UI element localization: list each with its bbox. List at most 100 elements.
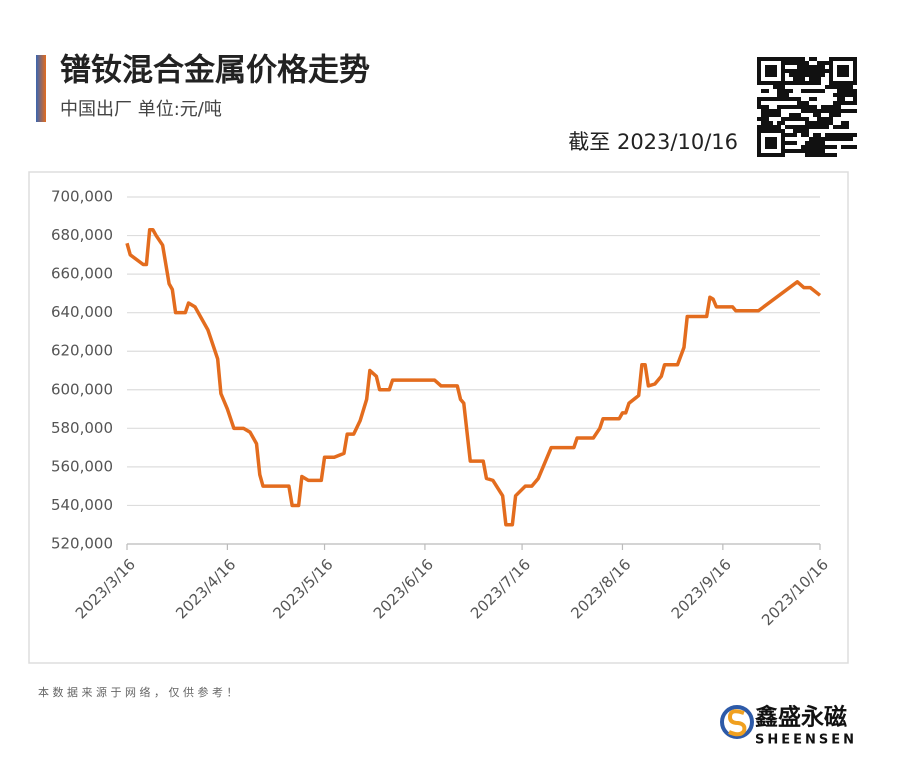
qr-cell [829,117,833,121]
qr-cell [805,121,809,125]
qr-cell [781,81,785,85]
qr-cell [765,73,769,77]
qr-cell [805,129,809,133]
qr-cell [761,117,765,121]
qr-cell [853,81,857,85]
qr-cell [837,105,841,109]
qr-cell [793,57,797,61]
qr-cell [809,125,813,129]
qr-cell [801,117,805,121]
qr-cell [797,69,801,73]
x-tick-label: 2023/7/16 [467,555,534,622]
qr-cell [829,121,833,125]
qr-cell [853,57,857,61]
y-tick-label: 640,000 [51,303,113,321]
qr-cell [801,57,805,61]
qr-cell [801,133,805,137]
qr-cell [825,153,829,157]
qr-cell [797,61,801,65]
qr-cell [789,149,793,153]
qr-cell [833,133,837,137]
qr-cell [821,121,825,125]
qr-cell [821,73,825,77]
qr-cell [837,137,841,141]
qr-cell [829,85,833,89]
qr-cell [849,137,853,141]
qr-cell [777,113,781,117]
date-note: 截至 2023/10/16 [568,130,738,154]
qr-cell [813,89,817,93]
qr-cell [781,65,785,69]
qr-cell [841,89,845,93]
qr-cell [761,125,765,129]
qr-cell [781,61,785,65]
qr-cell [845,65,849,69]
qr-cell [805,89,809,93]
qr-cell [801,69,805,73]
qr-cell [849,85,853,89]
qr-cell [757,61,761,65]
qr-cell [817,73,821,77]
qr-cell [769,121,773,125]
qr-cell [785,125,789,129]
qr-cell [801,77,805,81]
qr-cell [761,113,765,117]
title-accent [36,55,46,122]
qr-cell [825,61,829,65]
qr-cell [777,81,781,85]
qr-cell [837,93,841,97]
qr-cell [785,57,789,61]
qr-cell [845,121,849,125]
qr-cell [825,69,829,73]
qr-cell [801,105,805,109]
qr-cell [765,65,769,69]
qr-cell [801,81,805,85]
qr-cell [825,137,829,141]
qr-cell [821,109,825,113]
qr-cell [797,129,801,133]
qr-cell [757,117,761,121]
qr-cell [757,133,761,137]
qr-cell [825,133,829,137]
qr-cell [801,109,805,113]
x-tick-label: 2023/4/16 [172,555,239,622]
qr-cell [769,141,773,145]
qr-cell [773,109,777,113]
qr-cell [829,153,833,157]
qr-cell [829,69,833,73]
qr-cell [773,145,777,149]
qr-cell [813,133,817,137]
qr-cell [789,117,793,121]
qr-cell [829,81,833,85]
qr-cell [829,137,833,141]
qr-cell [793,97,797,101]
qr-cell [817,137,821,141]
qr-cell [777,129,781,133]
qr-cell [845,101,849,105]
qr-cell [841,69,845,73]
qr-cell [845,85,849,89]
qr-cell [813,73,817,77]
qr-cell [813,57,817,61]
qr-cell [773,141,777,145]
qr-cell [777,105,781,109]
qr-cell [757,69,761,73]
y-tick-label: 600,000 [51,380,113,398]
qr-cell [841,121,845,125]
qr-cell [765,109,769,113]
qr-cell [765,121,769,125]
qr-cell [837,89,841,93]
qr-cell [793,105,797,109]
qr-cell [833,113,837,117]
qr-cell [817,113,821,117]
qr-cell [853,101,857,105]
qr-cell [833,57,837,61]
qr-cell [817,149,821,153]
qr-cell [825,145,829,149]
qr-cell [849,93,853,97]
qr-cell [757,97,761,101]
x-tick-label: 2023/5/16 [269,555,336,622]
qr-cell [789,61,793,65]
qr-cell [781,149,785,153]
qr-cell [765,105,769,109]
